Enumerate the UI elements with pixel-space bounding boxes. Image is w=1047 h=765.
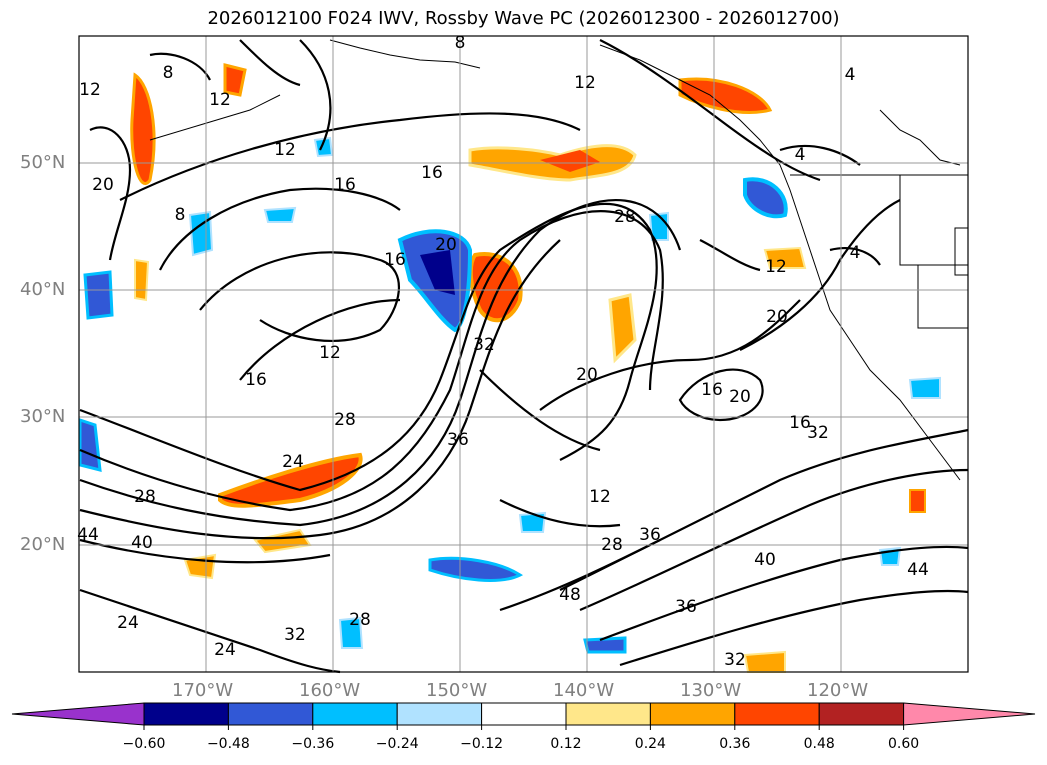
colorbar-under-arrow [11, 702, 145, 726]
lon-label: 120°W [807, 680, 869, 701]
contour-label: 40 [131, 533, 153, 553]
colorbar [11, 702, 1036, 730]
contour-label: 32 [724, 650, 746, 670]
colorbar-over-arrow [903, 702, 1036, 726]
contour-label: 12 [79, 80, 101, 100]
contour-label: 8 [163, 63, 174, 83]
contour-label: 28 [614, 207, 636, 227]
contour-label: 12 [274, 140, 296, 160]
contour-label: 12 [765, 257, 787, 277]
colorbar-tick-label: −0.24 [375, 736, 419, 752]
lat-label: 20°N [20, 534, 66, 555]
contour-label: 16 [421, 163, 443, 183]
contour-label: 48 [559, 585, 581, 605]
contour-label: 4 [795, 145, 806, 165]
contour-label: 16 [334, 175, 356, 195]
contour-label: 20 [576, 365, 598, 385]
lon-label: 130°W [680, 680, 742, 701]
colorbar-tick-label: −0.60 [122, 736, 166, 752]
colorbar-segment [565, 702, 651, 726]
colorbar-segment [734, 702, 820, 726]
map-title: 2026012100 F024 IWV, Rossby Wave PC (202… [207, 8, 840, 29]
contour-label: 32 [807, 423, 829, 443]
contour-label: 16 [789, 413, 811, 433]
lon-label: 170°W [172, 680, 234, 701]
contour-label: 4 [850, 243, 861, 263]
colorbar-segment [312, 702, 398, 726]
contour-label: 8 [175, 205, 186, 225]
lon-label: 140°W [553, 680, 615, 701]
contour-label: 8 [455, 33, 466, 53]
contour-label: 44 [907, 560, 929, 580]
anomaly-shading [78, 63, 941, 673]
contour-label: 16 [384, 250, 406, 270]
contour-label: 36 [639, 525, 661, 545]
colorbar-segment [481, 702, 567, 726]
contour-label: 20 [729, 387, 751, 407]
contour-label: 12 [209, 90, 231, 110]
colorbar-tick-label: 0.24 [634, 736, 666, 752]
colorbar-segment [649, 702, 736, 726]
contour-label: 32 [284, 625, 306, 645]
contour-label: 28 [601, 535, 623, 555]
contour-label: 12 [574, 73, 596, 93]
contour-label: 28 [334, 410, 356, 430]
colorbar-segment [227, 702, 314, 726]
contour-label: 20 [435, 235, 457, 255]
lon-label: 150°W [426, 680, 488, 701]
contour-label: 24 [117, 613, 139, 633]
colorbar-segment [396, 702, 483, 726]
colorbar-tick-label: 0.60 [888, 736, 920, 752]
iwv-contours [79, 39, 969, 674]
colorbar-tick-label: −0.48 [206, 736, 250, 752]
contour-label: 12 [589, 487, 611, 507]
lat-label: 40°N [20, 279, 66, 300]
lat-label: 30°N [20, 406, 66, 427]
colorbar-tick-label: −0.12 [460, 736, 504, 752]
contour-label: 24 [214, 640, 236, 660]
contour-label: 32 [473, 335, 495, 355]
contour-label: 16 [701, 380, 723, 400]
contour-label: 4 [845, 65, 856, 85]
colorbar-segment [818, 702, 905, 726]
lat-label: 50°N [20, 152, 66, 173]
colorbar-tick-label: 0.36 [719, 736, 751, 752]
lat-lon-grid [79, 36, 968, 672]
colorbar-tick-label: −0.36 [291, 736, 335, 752]
colorbar-tick-label: 0.12 [550, 736, 582, 752]
contour-label: 40 [754, 550, 776, 570]
contour-label: 12 [319, 343, 341, 363]
map-frame [78, 35, 969, 673]
contour-label: 36 [675, 597, 697, 617]
contour-label: 36 [447, 430, 469, 450]
colorbar-tick-label: 0.48 [803, 736, 835, 752]
contour-label: 44 [77, 525, 99, 545]
contour-label: 28 [349, 610, 371, 630]
contour-label: 20 [92, 175, 114, 195]
colorbar-segment [143, 702, 229, 726]
contour-label: 20 [766, 307, 788, 327]
contour-label: 28 [134, 487, 156, 507]
contour-label: 24 [282, 452, 304, 472]
contour-labels: 12 8 20 12 8 12 16 16 20 16 8 12 4 4 4 2… [77, 33, 929, 670]
contour-label: 16 [245, 370, 267, 390]
coastlines [149, 39, 969, 481]
lon-label: 160°W [299, 680, 361, 701]
